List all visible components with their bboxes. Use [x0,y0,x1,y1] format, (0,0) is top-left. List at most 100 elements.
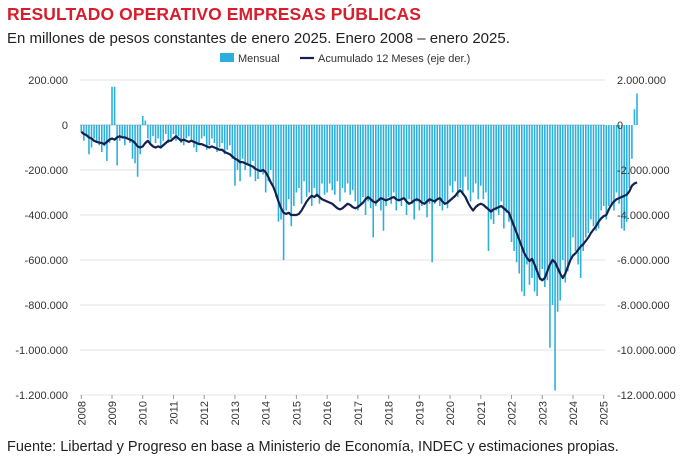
chart-subtitle: En millones de pesos constantes de enero… [7,30,510,47]
bar-mensual [380,125,382,211]
bar-mensual [636,93,638,125]
bar-mensual [334,125,336,195]
bar-mensual [221,125,223,143]
bar-mensual [623,125,626,231]
bar-mensual [287,125,290,200]
bar-mensual [280,125,282,220]
bar-mensual [108,125,111,143]
x-tick-label: 2010 [138,401,150,425]
bar-mensual [211,125,213,139]
bar-mensual [520,125,523,292]
bar-mensual [103,125,106,147]
bar-mensual [433,125,436,204]
bar-mensual [139,125,141,155]
bar-mensual [354,125,357,202]
bar-mensual [195,125,198,152]
bar-mensual [449,125,451,186]
bar-mensual [331,125,334,191]
bar-mensual [100,125,103,152]
mensual-bars [80,86,638,391]
bar-mensual [323,125,326,195]
bar-mensual [241,125,244,159]
x-tick-label: 2013 [230,401,242,425]
bar-mensual [203,125,206,137]
bar-mensual [572,125,574,238]
bar-mensual [620,125,623,229]
x-tick-label: 2025 [599,401,611,425]
bar-mensual [359,125,362,204]
bar-mensual [533,125,536,292]
bar-mensual [213,125,216,143]
bar-mensual [164,125,167,134]
bar-mensual [605,125,608,220]
bar-mensual [372,125,375,238]
bar-mensual [426,125,428,218]
bar-mensual [98,125,101,146]
bar-mensual [346,125,349,184]
bar-mensual [400,125,403,206]
bar-mensual [364,125,367,215]
bar-mensual [93,125,95,139]
bar-mensual [608,125,610,206]
bar-mensual [285,125,287,211]
x-tick-label: 2016 [322,401,334,425]
bar-mensual [428,125,431,204]
bar-mensual [290,125,293,227]
bar-mensual [582,125,585,251]
bar-mensual [403,125,405,197]
bar-mensual [126,125,129,139]
bar-mensual [382,125,385,231]
x-tick-label: 2011 [168,401,180,425]
y-left-tick-label: -800.000 [25,300,68,312]
bar-mensual [254,125,257,182]
bar-mensual [326,125,328,193]
bar-mensual [223,125,226,155]
bar-mensual [264,125,267,193]
bar-mensual [226,125,229,150]
legend-bar-label: Mensual [238,53,280,65]
bar-mensual [510,125,513,242]
bar-mensual [549,125,551,348]
bar-mensual [579,125,582,278]
y-right-tick-label: -6.000.000 [617,255,670,267]
bar-mensual [577,125,579,265]
bar-mensual [246,125,249,166]
bar-mensual [249,125,252,177]
chart-title: RESULTADO OPERATIVO EMPRESAS PÚBLICAS [7,4,422,24]
bar-mensual [497,125,500,215]
legend: Mensual Acumulado 12 Meses (eje der.) [220,53,470,65]
bar-mensual [328,125,331,184]
x-tick-label: 2019 [414,401,426,425]
bar-mensual [298,125,300,188]
bar-mensual [633,109,636,125]
bar-mensual [344,125,346,193]
bar-mensual [152,125,154,137]
bar-mensual [300,125,303,204]
bar-mensual [413,125,416,220]
bar-mensual [275,125,277,197]
bar-mensual [316,125,318,197]
bar-mensual [216,125,218,152]
y-right-tick-label: 0 [617,120,623,132]
bar-mensual [592,125,595,227]
bar-mensual [444,125,446,202]
bar-mensual [121,125,124,139]
bar-mensual [441,125,444,211]
bar-mensual [392,125,395,193]
bar-mensual [269,125,272,170]
bar-mensual [341,125,344,188]
bar-mensual [157,125,159,139]
bar-mensual [162,125,165,141]
y-left-tick-label: -1.200.000 [15,390,68,402]
bar-mensual [477,125,480,200]
x-tick-label: 2024 [568,401,580,425]
bar-mensual [531,125,533,278]
bar-mensual [479,125,482,186]
bar-mensual [385,125,387,206]
bar-mensual [144,120,147,125]
bar-mensual [318,125,321,204]
x-tick-label: 2022 [507,401,519,425]
bar-mensual [544,125,546,287]
bar-mensual [492,125,495,224]
bar-mensual [234,125,236,186]
